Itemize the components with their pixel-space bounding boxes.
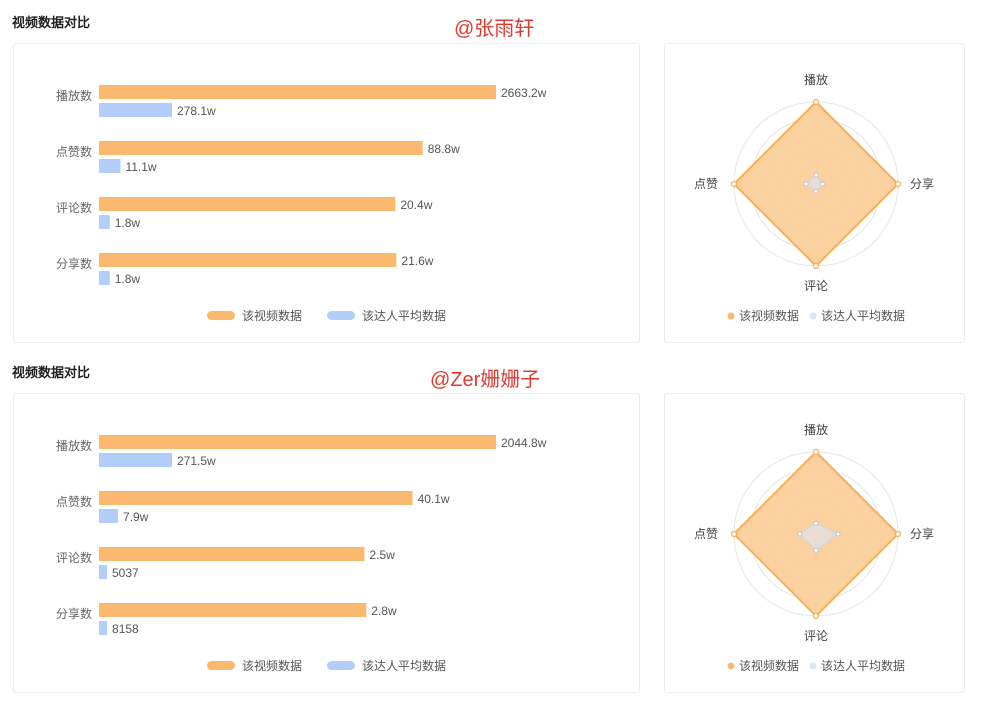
- bar-current[interactable]: [99, 85, 496, 99]
- bar-value-label: 2044.8w: [501, 436, 547, 450]
- legend-label-average[interactable]: 该达人平均数据: [362, 658, 446, 673]
- legend-swatch-current[interactable]: [727, 662, 735, 670]
- radar-point-average[interactable]: [813, 172, 819, 178]
- legend-label-current[interactable]: 该视频数据: [242, 308, 302, 323]
- legend-swatch-current[interactable]: [207, 661, 235, 670]
- author-handle: @张雨轩: [454, 18, 535, 40]
- radar-point-current[interactable]: [894, 180, 902, 188]
- bar-chart: 播放数 2044.8w 271.5w 点赞数 40.1w 7.9w 评论数 2.5w 5037 分…: [56, 435, 547, 673]
- radar-indicator-label: 评论: [804, 629, 828, 643]
- bar-current[interactable]: [99, 197, 396, 211]
- radar-chart-card: 播放分享评论 点赞该视频数据 该达人平均数据: [664, 43, 965, 343]
- bar-average[interactable]: [99, 509, 119, 523]
- radar-indicator-label: 评论: [804, 279, 828, 293]
- bar-value-label: 1.8w: [115, 216, 141, 230]
- category-label: 分享数: [56, 606, 92, 621]
- bar-value-label: 7.9w: [123, 510, 149, 524]
- section-title: 视频数据对比: [12, 365, 91, 380]
- radar-chart-card: 播放分享评论 点赞该视频数据 该达人平均数据: [664, 393, 965, 693]
- radar-point-average[interactable]: [835, 531, 841, 537]
- bar-value-label: 1.8w: [115, 272, 141, 286]
- author-handle: @Zer姗姗子: [430, 369, 541, 391]
- bar-average[interactable]: [99, 271, 110, 285]
- radar-indicator-label: 分享: [910, 176, 934, 191]
- legend-swatch-average[interactable]: [327, 311, 355, 320]
- radar-point-current[interactable]: [812, 98, 820, 106]
- radar-point-current[interactable]: [812, 262, 820, 270]
- bar-average[interactable]: [99, 565, 107, 579]
- category-label: 播放数: [56, 438, 92, 453]
- bar-value-label: 2.8w: [371, 604, 397, 618]
- bar-value-label: 11.1w: [125, 160, 156, 174]
- bar-current[interactable]: [99, 435, 496, 449]
- bar-value-label: 5037: [112, 566, 139, 580]
- bar-value-label: 88.8w: [428, 142, 460, 156]
- bar-chart-card: 播放数 2663.2w 278.1w 点赞数 88.8w 11.1w 评论数 20.4w 1.8…: [13, 43, 640, 343]
- legend-swatch-average[interactable]: [327, 661, 355, 670]
- bar-current[interactable]: [99, 491, 413, 505]
- bar-current[interactable]: [99, 141, 423, 155]
- bar-current[interactable]: [99, 603, 367, 617]
- bar-value-label: 21.6w: [401, 254, 433, 268]
- bar-value-label: 271.5w: [177, 454, 216, 468]
- legend-swatch-average[interactable]: [809, 662, 817, 670]
- legend-label-average[interactable]: 该达人平均数据: [821, 308, 905, 323]
- bar-average[interactable]: [99, 621, 108, 635]
- legend-swatch-current[interactable]: [727, 312, 735, 320]
- legend-swatch-average[interactable]: [809, 312, 817, 320]
- bar-value-label: 8158: [112, 622, 139, 636]
- category-label: 分享数: [56, 256, 92, 271]
- radar-point-average[interactable]: [797, 531, 803, 537]
- bar-average[interactable]: [99, 159, 121, 173]
- bar-value-label: 2.5w: [369, 548, 395, 562]
- bar-average[interactable]: [99, 453, 172, 467]
- bar-value-label: 20.4w: [400, 198, 432, 212]
- radar-indicator-label: 播放: [804, 422, 828, 437]
- radar-point-current[interactable]: [730, 180, 738, 188]
- bar-value-label: 2663.2w: [501, 86, 547, 100]
- legend-label-average[interactable]: 该达人平均数据: [362, 308, 446, 323]
- bar-current[interactable]: [99, 253, 397, 267]
- bar-average[interactable]: [99, 103, 172, 117]
- legend-label-current[interactable]: 该视频数据: [242, 658, 302, 673]
- bar-value-label: 40.1w: [418, 492, 450, 506]
- radar-point-average[interactable]: [813, 547, 819, 553]
- radar-point-average[interactable]: [813, 520, 819, 526]
- category-label: 播放数: [56, 88, 92, 103]
- bar-chart-card: 播放数 2044.8w 271.5w 点赞数 40.1w 7.9w 评论数 2.5w 5037 分…: [13, 393, 640, 693]
- radar-point-average[interactable]: [820, 181, 826, 187]
- category-label: 评论数: [56, 200, 92, 215]
- radar-indicator-label: 播放: [804, 72, 828, 87]
- category-label: 评论数: [56, 550, 92, 565]
- bar-average[interactable]: [99, 215, 110, 229]
- radar-point-average[interactable]: [803, 181, 809, 187]
- category-label: 点赞数: [56, 494, 92, 509]
- radar-indicator-label: 点赞: [694, 177, 718, 191]
- radar-point-current[interactable]: [730, 530, 738, 538]
- legend-swatch-current[interactable]: [207, 311, 235, 320]
- radar-indicator-label: 分享: [910, 526, 934, 541]
- category-label: 点赞数: [56, 144, 92, 159]
- bar-value-label: 278.1w: [177, 104, 216, 118]
- radar-point-average[interactable]: [813, 188, 819, 194]
- radar-point-current[interactable]: [894, 530, 902, 538]
- radar-point-current[interactable]: [812, 448, 820, 456]
- legend-label-current[interactable]: 该视频数据: [739, 308, 799, 323]
- radar-point-current[interactable]: [812, 612, 820, 620]
- legend-label-current[interactable]: 该视频数据: [739, 658, 799, 673]
- legend-label-average[interactable]: 该达人平均数据: [821, 658, 905, 673]
- bar-current[interactable]: [99, 547, 365, 561]
- section-title: 视频数据对比: [12, 15, 91, 30]
- bar-chart: 播放数 2663.2w 278.1w 点赞数 88.8w 11.1w 评论数 20.4w 1.8…: [56, 85, 547, 323]
- radar-indicator-label: 点赞: [694, 527, 718, 541]
